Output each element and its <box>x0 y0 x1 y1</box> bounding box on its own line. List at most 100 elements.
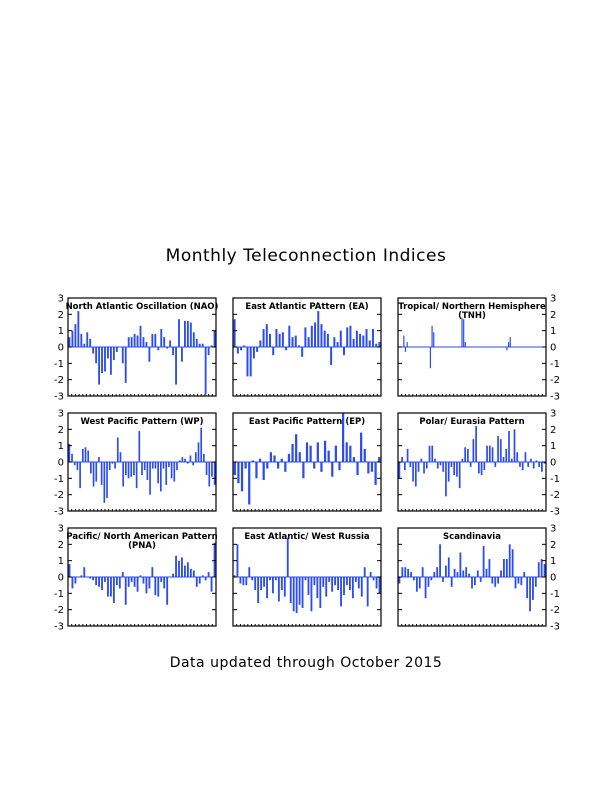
bar <box>116 437 119 462</box>
bar <box>378 457 381 462</box>
bar <box>110 347 112 375</box>
bar <box>95 462 98 482</box>
bar <box>488 445 491 462</box>
bar <box>168 462 170 467</box>
bar <box>76 462 79 471</box>
panel-title: Tropical/ Northern Hemisphere <box>398 302 546 312</box>
bar <box>208 462 211 487</box>
bar <box>200 427 203 462</box>
bar <box>101 347 103 374</box>
bar <box>73 462 76 466</box>
bar <box>510 458 513 462</box>
bar <box>258 458 262 462</box>
bar <box>407 568 410 577</box>
bar <box>412 462 414 482</box>
bar <box>529 577 531 612</box>
bar <box>233 462 236 476</box>
bar <box>491 447 494 462</box>
y-tick-label: -2 <box>54 375 64 386</box>
bar <box>469 462 472 467</box>
bar <box>524 452 527 462</box>
bar <box>375 343 378 347</box>
y-tick-label: -3 <box>550 507 560 518</box>
bar <box>349 325 352 347</box>
bar <box>304 327 307 347</box>
bar <box>462 570 465 577</box>
bar <box>244 462 247 469</box>
bar <box>313 577 316 586</box>
bar <box>83 567 86 577</box>
bar <box>456 572 459 577</box>
bar <box>310 325 313 347</box>
bar <box>157 577 160 597</box>
bar <box>104 347 106 372</box>
bar <box>175 555 177 577</box>
bar <box>195 338 198 347</box>
bar <box>323 330 326 347</box>
bar <box>269 577 271 581</box>
bar <box>195 577 198 587</box>
bar <box>295 434 298 462</box>
bar <box>107 577 109 597</box>
bar <box>240 462 244 492</box>
bar <box>505 559 508 577</box>
bar <box>172 573 174 577</box>
bar <box>207 347 210 356</box>
y-tick-label: 3 <box>550 524 556 535</box>
bar <box>301 577 304 609</box>
bar <box>172 347 174 356</box>
bar <box>89 338 92 347</box>
bar <box>175 347 177 385</box>
bar <box>516 452 519 462</box>
bar <box>237 462 240 484</box>
bar <box>71 330 74 347</box>
bar <box>464 342 466 347</box>
bar <box>450 462 453 467</box>
bar <box>103 462 106 503</box>
bar <box>275 329 278 347</box>
bar <box>527 462 530 467</box>
bar <box>325 577 328 597</box>
y-tick-label: 2 <box>550 310 556 321</box>
bar <box>142 337 145 347</box>
bar <box>334 445 337 462</box>
bar <box>236 347 239 354</box>
bar <box>453 568 456 577</box>
bar <box>251 460 254 462</box>
panel-6: 3 2 1 0 -1 -2 -3 Pacific/ North American Patter… <box>54 524 218 633</box>
bar <box>284 462 287 472</box>
bar <box>108 462 111 471</box>
bar <box>370 462 374 472</box>
bar <box>204 577 207 581</box>
bar <box>425 462 428 469</box>
y-tick-label: -1 <box>54 474 64 485</box>
bar <box>521 462 524 471</box>
bar <box>104 577 106 582</box>
panel-title: Polar/ Eurasia Pattern <box>419 417 524 427</box>
bar <box>472 439 475 462</box>
bar <box>205 462 208 476</box>
bar <box>262 462 265 480</box>
bar <box>295 577 298 613</box>
bar <box>357 577 360 589</box>
y-tick-label: -3 <box>54 507 64 518</box>
bar <box>287 453 291 462</box>
bar <box>192 332 195 347</box>
bar <box>146 462 149 480</box>
bar <box>157 347 160 351</box>
bar <box>213 462 216 485</box>
bar <box>436 462 439 469</box>
bar <box>459 552 462 577</box>
y-tick-label: -3 <box>54 392 64 403</box>
bar <box>351 577 354 599</box>
bar <box>256 347 259 352</box>
bar <box>535 460 538 462</box>
bar <box>428 445 431 462</box>
bar <box>478 462 480 474</box>
panel-title: (TNH) <box>458 311 486 321</box>
bar <box>445 462 447 497</box>
bar <box>165 462 168 485</box>
bar <box>320 324 323 347</box>
bar <box>403 335 405 347</box>
bar <box>269 452 273 462</box>
